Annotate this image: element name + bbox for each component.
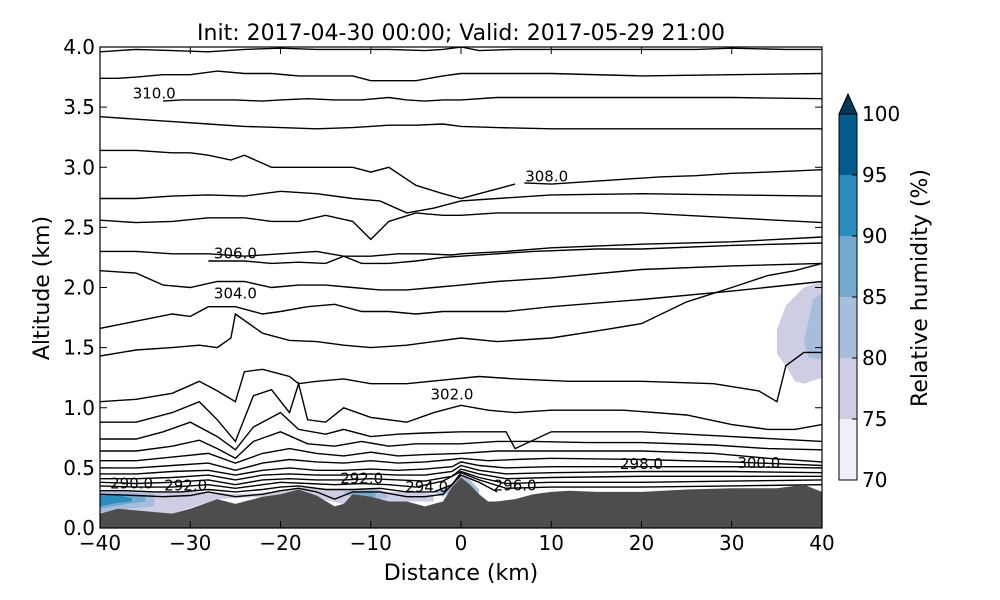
theta-contour-line bbox=[100, 447, 822, 464]
y-tick-label: 1.5 bbox=[63, 336, 95, 360]
humidity-patch bbox=[803, 293, 822, 360]
x-tick-label: 10 bbox=[539, 531, 564, 555]
x-tick-label: −30 bbox=[169, 531, 211, 555]
terrain-fill bbox=[100, 477, 822, 528]
humidity-patch bbox=[776, 281, 822, 384]
y-tick-label: 2.5 bbox=[63, 215, 95, 239]
colorbar-segment bbox=[839, 419, 857, 480]
x-tick-label: −20 bbox=[259, 531, 301, 555]
theta-contour-line bbox=[100, 381, 822, 443]
contour-label: 300.0 bbox=[737, 454, 780, 472]
colorbar-tick-label: 85 bbox=[862, 285, 887, 309]
theta-contour-line bbox=[100, 236, 822, 257]
theta-contour-line bbox=[100, 212, 822, 241]
contour-label: 296.0 bbox=[494, 477, 537, 495]
theta-contour-line bbox=[208, 242, 822, 265]
colorbar-tick-label: 80 bbox=[862, 346, 887, 370]
contour-label: 292.0 bbox=[164, 477, 207, 495]
theta-contour-line bbox=[100, 468, 822, 486]
y-tick-label: 3.5 bbox=[63, 95, 95, 119]
theta-contour-line bbox=[100, 47, 822, 53]
theta-contour-line bbox=[100, 190, 822, 214]
y-tick-label: 0.0 bbox=[63, 516, 95, 540]
theta-contour-line bbox=[524, 169, 822, 185]
y-tick-label: 1.0 bbox=[63, 396, 95, 420]
colorbar-segment bbox=[839, 358, 857, 419]
theta-contour-line bbox=[100, 474, 498, 500]
theta-contour-line bbox=[100, 351, 822, 403]
colorbar-label: Relative humidity (%) bbox=[908, 169, 933, 407]
x-tick-label: 30 bbox=[719, 531, 744, 555]
colorbar-extend-arrow bbox=[838, 92, 858, 115]
theta-contour-line bbox=[100, 411, 822, 451]
contour-label: 294.0 bbox=[405, 478, 448, 496]
x-axis-label: Distance (km) bbox=[384, 561, 539, 586]
theta-contour-line bbox=[100, 70, 822, 82]
plot-area: 290.0 292.0 292.0 294.0 296.0 298.0 300.0 302.0… bbox=[100, 47, 822, 528]
plot-background bbox=[100, 47, 822, 528]
x-tick-label: 40 bbox=[809, 531, 834, 555]
chart-title: Init: 2017-04-30 00:00; Valid: 2017-05-2… bbox=[197, 21, 725, 46]
x-tick-label: −10 bbox=[350, 531, 392, 555]
theta-contour-line bbox=[100, 262, 822, 357]
theta-contour-line bbox=[100, 116, 822, 130]
x-axis: −40 −30 −20 −10 0 10 20 30 40 bbox=[79, 47, 835, 555]
colorbar-tick-label: 100 bbox=[862, 102, 900, 126]
theta-contour-layer bbox=[100, 47, 822, 500]
contour-label: 290.0 bbox=[110, 474, 153, 492]
theta-contour-line bbox=[100, 431, 822, 460]
theta-contour-line bbox=[100, 262, 822, 291]
colorbar-tick-label: 90 bbox=[862, 224, 887, 248]
contour-label: 304.0 bbox=[214, 284, 257, 302]
theta-contour-line bbox=[100, 149, 516, 200]
theta-contour-line bbox=[100, 461, 822, 476]
y-tick-label: 2.0 bbox=[63, 276, 95, 300]
theta-contour-line bbox=[163, 96, 822, 102]
y-axis-label: Altitude (km) bbox=[30, 216, 55, 360]
contour-label: 298.0 bbox=[620, 455, 663, 473]
theta-contour-line bbox=[100, 457, 822, 472]
colorbar-segment bbox=[839, 297, 857, 358]
theta-contour-line bbox=[100, 464, 822, 481]
theta-contour-line bbox=[100, 280, 822, 330]
x-tick-label: 0 bbox=[455, 531, 468, 555]
x-tick-label: −40 bbox=[79, 531, 121, 555]
y-axis: 0.0 0.5 1.0 1.5 2.0 2.5 3.0 3.5 4.0 bbox=[63, 35, 822, 540]
x-tick-label: 20 bbox=[629, 531, 654, 555]
colorbar-segment bbox=[839, 236, 857, 297]
y-tick-label: 0.5 bbox=[63, 456, 95, 480]
y-tick-label: 4.0 bbox=[63, 35, 95, 59]
contour-label: 308.0 bbox=[525, 168, 568, 186]
colorbar-tick-label: 95 bbox=[862, 163, 887, 187]
colorbar: 70 75 80 85 90 95 100 bbox=[838, 92, 900, 492]
contour-label: 306.0 bbox=[214, 245, 257, 263]
y-tick-label: 3.0 bbox=[63, 155, 95, 179]
contour-label: 310.0 bbox=[133, 85, 176, 103]
theta-contour-line bbox=[100, 470, 822, 490]
humidity-patch bbox=[100, 495, 132, 507]
contour-label: 292.0 bbox=[340, 470, 383, 488]
colorbar-tick-label: 70 bbox=[862, 468, 887, 492]
humidity-fill-layer bbox=[100, 281, 822, 514]
contour-label-layer: 290.0 292.0 292.0 294.0 296.0 298.0 300.0 302.0… bbox=[110, 85, 780, 496]
colorbar-segment bbox=[839, 175, 857, 236]
theta-contour-line bbox=[100, 471, 822, 493]
contour-label: 302.0 bbox=[431, 385, 474, 403]
colorbar-segment bbox=[839, 114, 857, 175]
colorbar-tick-label: 75 bbox=[862, 407, 887, 431]
